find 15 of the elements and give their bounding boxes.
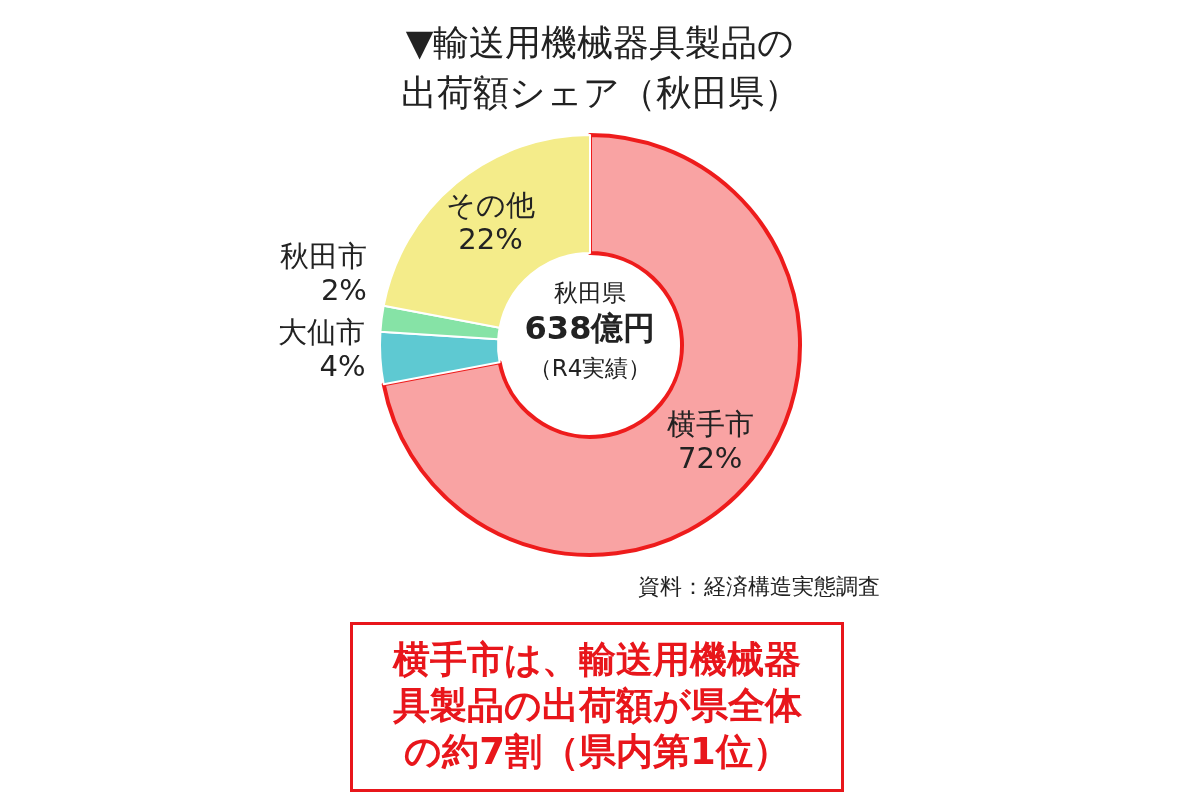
data-label: 4% bbox=[319, 349, 366, 384]
slice-label: 横手市 bbox=[666, 407, 754, 442]
slice-label: 秋田市 bbox=[279, 239, 367, 274]
chart-title: ▼輸送用機械器具製品の出荷額シェア（秋田県） bbox=[399, 21, 801, 115]
donut-slice bbox=[381, 133, 802, 557]
text: （R4実績） bbox=[527, 354, 653, 383]
text: 資料：経済構造実態調査 bbox=[637, 573, 880, 601]
text: 638億円 bbox=[523, 308, 657, 349]
data-label: 22% bbox=[458, 221, 523, 256]
data-label: 2% bbox=[320, 273, 367, 308]
slice-label: 大仙市 bbox=[278, 315, 366, 350]
text: 横手市は、輸送用機械器具製品の出荷額が県全体の約7割（県内第1位） bbox=[350, 622, 844, 792]
slice-label: その他 bbox=[446, 187, 536, 222]
data-label: 72% bbox=[677, 441, 743, 476]
text: 秋田県 bbox=[553, 278, 627, 309]
